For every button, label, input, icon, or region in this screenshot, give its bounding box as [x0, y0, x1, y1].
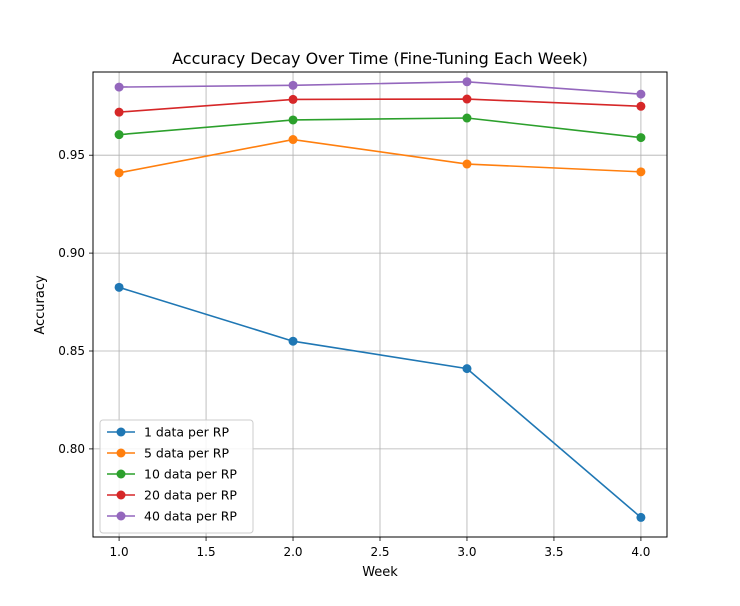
data-point	[288, 336, 298, 346]
data-point	[636, 512, 646, 522]
series-3	[114, 113, 646, 143]
x-tick-label: 2.0	[283, 545, 302, 559]
data-point	[462, 94, 472, 104]
legend-marker	[116, 490, 126, 500]
legend-item: 40 data per RP	[107, 509, 237, 524]
x-tick-label: 3.5	[544, 545, 563, 559]
data-point	[462, 77, 472, 87]
legend-marker	[116, 448, 126, 458]
data-point	[288, 80, 298, 90]
data-point	[636, 101, 646, 111]
legend: 1 data per RP 5 data per RP 10 data per RP…	[99, 419, 254, 534]
legend-item: 1 data per RP	[107, 425, 229, 440]
x-axis-label: Week	[362, 565, 398, 580]
series-line	[119, 117, 641, 139]
legend-item: 20 data per RP	[107, 488, 237, 503]
data-point	[288, 135, 298, 145]
series-line	[118, 138, 641, 174]
data-point	[636, 133, 646, 143]
legend-marker	[116, 427, 126, 437]
data-point	[636, 89, 646, 99]
series-2	[114, 135, 646, 178]
y-tick-label: 0.85	[58, 344, 85, 358]
series-line	[119, 80, 641, 95]
series-line	[119, 98, 641, 113]
data-point	[288, 94, 298, 104]
chart-title: Accuracy Decay Over Time (Fine-Tuning Ea…	[172, 49, 588, 68]
series-1	[114, 282, 646, 522]
series-line	[118, 286, 642, 519]
x-tick-label: 2.5	[370, 545, 389, 559]
legend-label: 40 data per RP	[144, 509, 237, 524]
x-tick-label: 3.0	[457, 545, 476, 559]
y-tick-label: 0.95	[58, 148, 85, 162]
legend-item: 10 data per RP	[107, 467, 237, 482]
legend-box	[99, 419, 254, 534]
data-point	[462, 159, 472, 169]
data-point	[462, 113, 472, 123]
y-axis-label: Accuracy	[33, 275, 48, 335]
x-tick-label: 1.0	[110, 545, 129, 559]
y-axis-ticks: 0.80 0.85 0.90 0.95	[58, 148, 93, 456]
series-lines	[114, 77, 646, 522]
legend-marker	[116, 511, 126, 521]
data-point	[636, 167, 646, 177]
series-5	[114, 77, 646, 99]
data-point	[114, 107, 124, 117]
y-tick-label: 0.90	[58, 246, 85, 260]
series-4	[114, 94, 646, 117]
y-tick-label: 0.80	[58, 442, 85, 456]
legend-label: 1 data per RP	[144, 425, 229, 440]
data-point	[114, 282, 124, 292]
x-tick-label: 1.5	[197, 545, 216, 559]
grid	[93, 72, 667, 537]
data-point	[114, 82, 124, 92]
legend-label: 5 data per RP	[144, 446, 229, 461]
data-point	[462, 364, 472, 374]
x-tick-label: 4.0	[631, 545, 650, 559]
legend-marker	[116, 469, 126, 479]
data-point	[114, 168, 124, 178]
legend-label: 10 data per RP	[144, 467, 237, 482]
x-axis-ticks: 1.0 1.5 2.0 2.5 3.0 3.5 4.0	[110, 537, 650, 559]
data-point	[288, 115, 298, 125]
legend-label: 20 data per RP	[144, 488, 237, 503]
legend-item: 5 data per RP	[107, 446, 229, 461]
data-point	[114, 130, 124, 140]
